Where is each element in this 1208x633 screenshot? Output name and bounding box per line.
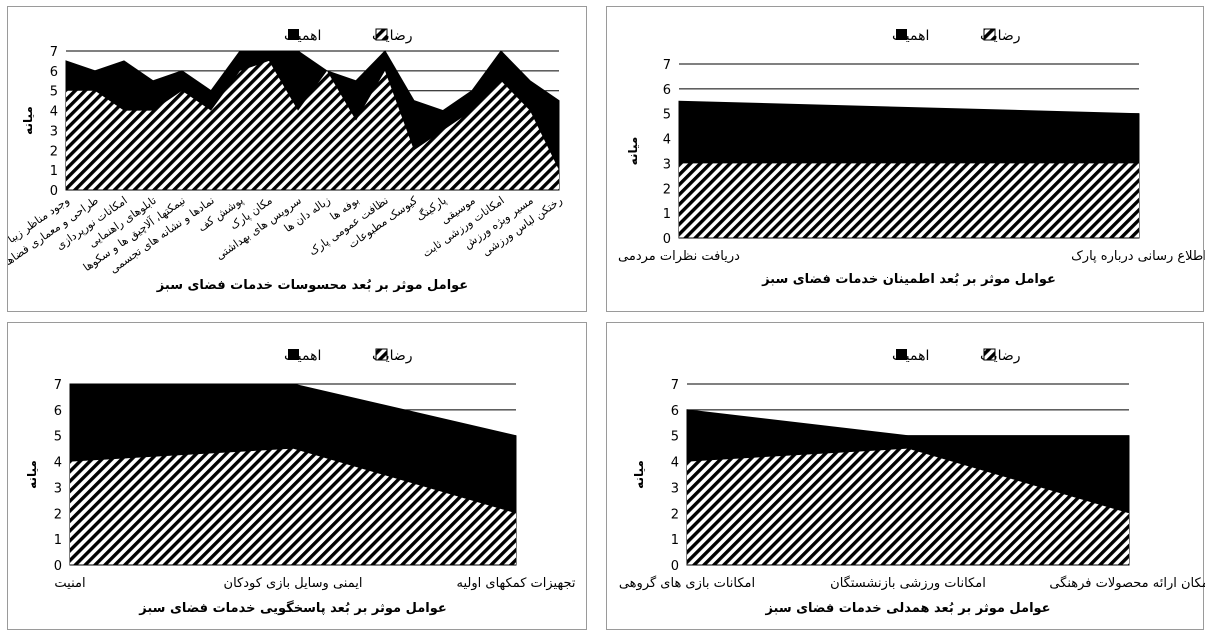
y-tick-label: 3 <box>54 481 62 496</box>
legend-swatch-satisfaction <box>983 28 996 41</box>
y-tick-label: 1 <box>50 164 58 179</box>
x-tick-label: ایمنی وسایل بازی کودکان <box>224 576 363 591</box>
y-tick-label: 3 <box>663 157 671 172</box>
x-axis-label: عوامل موثر بر بُعد محسوسات خدمات فضای سب… <box>156 278 468 293</box>
legend-swatch-importance <box>288 29 299 40</box>
x-axis-label: عوامل موثر بر بُعد اطمینان خدمات فضای سب… <box>761 272 1056 287</box>
chart-panel-responsiveness: 0 1 2 3 4 5 6 7 امنیت ایمنی وسایل بازی کودکان تجهی… <box>7 322 587 630</box>
y-tick-label: 3 <box>50 124 58 139</box>
y-tick-label: 5 <box>671 430 679 445</box>
chart-panel-assurance: 0 1 2 3 4 5 6 7 دریافت نظرات مردمی اطلاع رسانی در… <box>606 6 1205 312</box>
y-tick-label: 6 <box>671 404 679 419</box>
x-tick-label: امکانات ورزشی بازنشستگان <box>830 575 986 591</box>
y-tick-label: 2 <box>663 182 671 197</box>
y-tick-label: 4 <box>671 456 679 471</box>
y-axis-label: میانه <box>632 460 646 489</box>
y-tick-label: 4 <box>54 456 62 471</box>
legend-swatch-satisfaction <box>983 348 996 361</box>
y-tick-label: 2 <box>671 507 679 522</box>
legend-swatch-satisfaction <box>375 348 388 361</box>
legend-swatch-importance <box>896 29 907 40</box>
y-tick-label: 1 <box>54 533 62 548</box>
y-tick-label: 6 <box>50 65 58 80</box>
legend-swatch-importance <box>288 349 299 360</box>
x-tick-label: تجهیزات کمکهای اولیه <box>457 576 576 591</box>
y-tick-label: 0 <box>50 184 58 199</box>
y-axis-label: میانه <box>25 460 39 489</box>
x-axis-label: عوامل موثر بر بُعد همدلی خدمات فضای سبز <box>764 601 1050 616</box>
x-tick-label: اطلاع رسانی درباره پارک <box>1071 249 1205 264</box>
y-tick-label: 6 <box>54 404 62 419</box>
y-tick-label: 2 <box>50 144 58 159</box>
y-tick-label: 5 <box>54 430 62 445</box>
x-axis-label: عوامل موثر بر بُعد پاسخگویی خدمات فضای س… <box>138 600 447 616</box>
y-axis-label: میانه <box>626 137 640 166</box>
x-tick-label: امنیت <box>54 576 85 591</box>
y-tick-label: 4 <box>50 105 58 120</box>
y-tick-label: 7 <box>50 45 58 60</box>
y-tick-label: 3 <box>671 481 679 496</box>
y-tick-label: 7 <box>663 58 671 73</box>
legend-swatch-satisfaction <box>375 28 388 41</box>
chart-panel-tangibles: 0 1 2 3 4 5 6 7 وجود مناظر زیبا طراحی و معماری فض… <box>7 6 587 312</box>
y-tick-label: 6 <box>663 83 671 98</box>
y-tick-label: 0 <box>663 232 671 247</box>
area-satisfaction <box>687 448 1129 565</box>
y-tick-label: 5 <box>50 85 58 100</box>
y-axis-label: میانه <box>21 106 35 135</box>
y-tick-label: 0 <box>671 559 679 574</box>
y-tick-label: 7 <box>54 378 62 393</box>
area-satisfaction <box>66 60 559 190</box>
y-tick-label: 1 <box>663 207 671 222</box>
chart-empathy: 0 1 2 3 4 5 6 7 امکانات بازی های گروهی امکانات ور… <box>619 348 1205 616</box>
y-tick-label: 0 <box>54 559 62 574</box>
legend-swatch-importance <box>896 349 907 360</box>
chart-assurance: 0 1 2 3 4 5 6 7 دریافت نظرات مردمی اطلاع رسانی در… <box>618 28 1205 287</box>
x-tick-label: دریافت نظرات مردمی <box>618 249 740 264</box>
area-satisfaction <box>679 163 1139 238</box>
y-tick-label: 5 <box>663 108 671 123</box>
area-satisfaction <box>70 448 516 565</box>
y-tick-label: 2 <box>54 507 62 522</box>
x-tick-label: مکان ارائه محصولات فرهنگی <box>1049 575 1205 591</box>
chart-panel-empathy: 0 1 2 3 4 5 6 7 امکانات بازی های گروهی امکانات ور… <box>606 322 1205 630</box>
chart-responsiveness: 0 1 2 3 4 5 6 7 امنیت ایمنی وسایل بازی کودکان تجهی… <box>25 348 576 616</box>
y-tick-label: 4 <box>663 133 671 148</box>
x-tick-label: امکانات بازی های گروهی <box>619 575 755 591</box>
y-tick-label: 7 <box>671 378 679 393</box>
y-tick-label: 1 <box>671 533 679 548</box>
